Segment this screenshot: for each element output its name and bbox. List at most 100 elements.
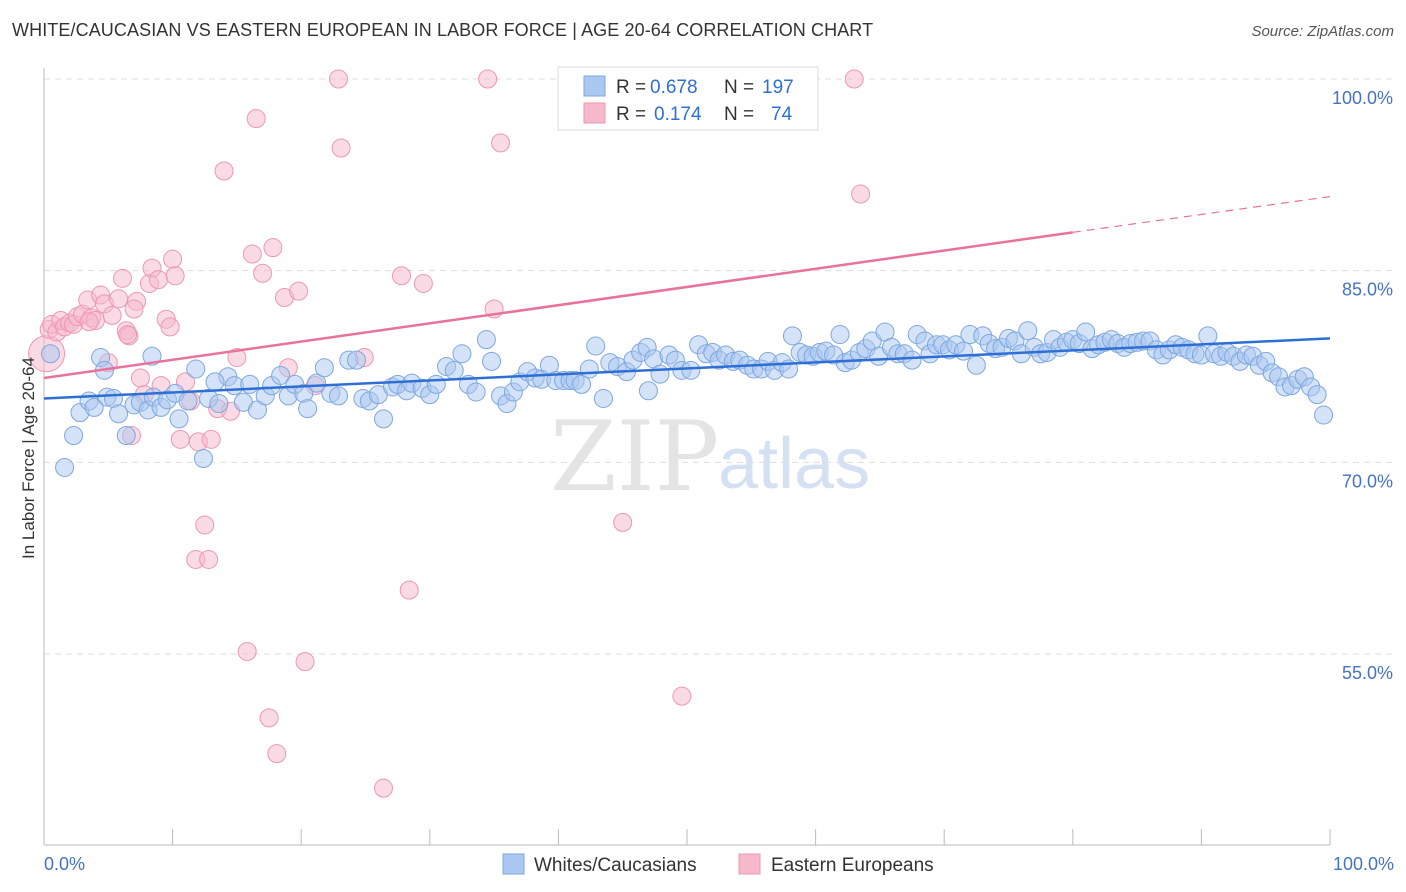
data-point: [1076, 322, 1096, 342]
stats-legend-swatch-blue: [583, 75, 606, 97]
data-point: [413, 273, 433, 293]
data-point: [331, 138, 351, 158]
watermark-zip: ZIP: [550, 401, 719, 513]
data-point: [482, 351, 502, 371]
data-point: [452, 344, 472, 364]
data-point: [242, 244, 262, 264]
data-point: [638, 381, 658, 401]
data-point: [613, 512, 633, 532]
data-point: [672, 686, 692, 706]
data-point: [84, 397, 104, 417]
y-tick-label: 85.0%: [1342, 280, 1393, 300]
data-point: [314, 358, 334, 378]
data-point: [593, 388, 613, 408]
data-point: [1198, 326, 1218, 346]
data-point: [902, 350, 922, 370]
data-point: [109, 289, 129, 309]
stats-r-label-blue: R =: [616, 77, 646, 98]
data-point: [444, 360, 464, 380]
data-point: [165, 266, 185, 286]
data-point: [205, 372, 225, 392]
data-point: [102, 305, 122, 325]
data-point: [201, 429, 221, 449]
axes: [43, 68, 1331, 846]
data-point: [782, 326, 802, 346]
data-point: [328, 386, 348, 406]
data-point: [178, 391, 198, 411]
data-point: [148, 270, 168, 290]
data-point: [193, 449, 213, 468]
data-point: [142, 346, 162, 366]
data-point: [392, 266, 412, 286]
data-point: [579, 359, 599, 379]
data-point: [118, 325, 138, 345]
data-point: [572, 374, 592, 394]
data-point: [844, 69, 864, 89]
data-point: [295, 652, 315, 672]
y-tick-label: 55.0%: [1342, 663, 1393, 683]
data-point: [830, 325, 850, 345]
data-point: [426, 374, 446, 394]
data-point: [170, 429, 190, 449]
data-point: [246, 109, 266, 129]
data-point: [130, 368, 150, 388]
data-point: [1307, 385, 1327, 405]
data-point: [851, 184, 871, 204]
trend-line-eastern-europeans-extension: [1072, 195, 1331, 233]
data-point: [1018, 321, 1038, 341]
data-point: [953, 341, 973, 361]
data-point: [681, 360, 701, 380]
y-tick-label: 100.0%: [1332, 88, 1393, 108]
stats-legend: R = 0.678 N = 197 R = 0.174 N = 74: [557, 66, 819, 131]
legend-label-eastern-europeans: Eastern Europeans: [771, 855, 934, 876]
legend-swatch-whites: [502, 853, 525, 875]
watermark: ZIP atlas: [550, 401, 870, 513]
trend-line-whites: [43, 337, 1331, 400]
data-point: [240, 374, 260, 394]
watermark-atlas: atlas: [718, 424, 870, 504]
data-point: [289, 281, 309, 301]
data-point: [267, 744, 287, 764]
stats-legend-swatch-pink: [583, 102, 606, 124]
data-point: [466, 382, 486, 402]
data-point: [109, 404, 129, 424]
stats-r-label-pink: R =: [616, 104, 646, 125]
data-point: [491, 133, 511, 153]
data-point: [328, 69, 348, 89]
data-point: [476, 330, 496, 350]
stats-n-label-blue: N =: [724, 77, 754, 98]
data-point: [116, 426, 136, 445]
data-point: [186, 359, 206, 379]
data-point: [209, 394, 229, 414]
data-point: [478, 69, 498, 89]
data-point: [307, 373, 327, 393]
data-point: [346, 350, 366, 370]
data-point: [195, 515, 215, 535]
data-point: [263, 238, 283, 258]
chart-title: WHITE/CAUCASIAN VS EASTERN EUROPEAN IN L…: [12, 20, 874, 40]
data-point: [160, 317, 180, 337]
x-tick-label-max: 100.0%: [1333, 854, 1394, 874]
y-axis-title: In Labor Force | Age 20-64: [19, 357, 38, 559]
data-point: [199, 549, 219, 569]
trend-lines: [43, 195, 1331, 400]
x-tick-label-min: 0.0%: [44, 854, 85, 874]
data-point: [124, 299, 144, 319]
data-point: [40, 344, 60, 364]
data-point: [399, 580, 419, 600]
legend-label-whites: Whites/Caucasians: [534, 855, 697, 876]
legend-swatch-eastern-europeans: [738, 853, 761, 875]
data-point: [214, 161, 234, 181]
data-point: [112, 268, 132, 288]
data-point: [79, 312, 99, 332]
data-point: [1314, 405, 1334, 425]
data-point: [227, 348, 247, 368]
data-point: [374, 409, 394, 429]
data-point: [298, 399, 318, 419]
stats-r-value-blue: 0.678: [650, 77, 698, 98]
data-point: [374, 778, 394, 798]
data-point: [64, 426, 84, 445]
data-point: [169, 409, 189, 429]
y-tick-label: 70.0%: [1342, 471, 1393, 491]
